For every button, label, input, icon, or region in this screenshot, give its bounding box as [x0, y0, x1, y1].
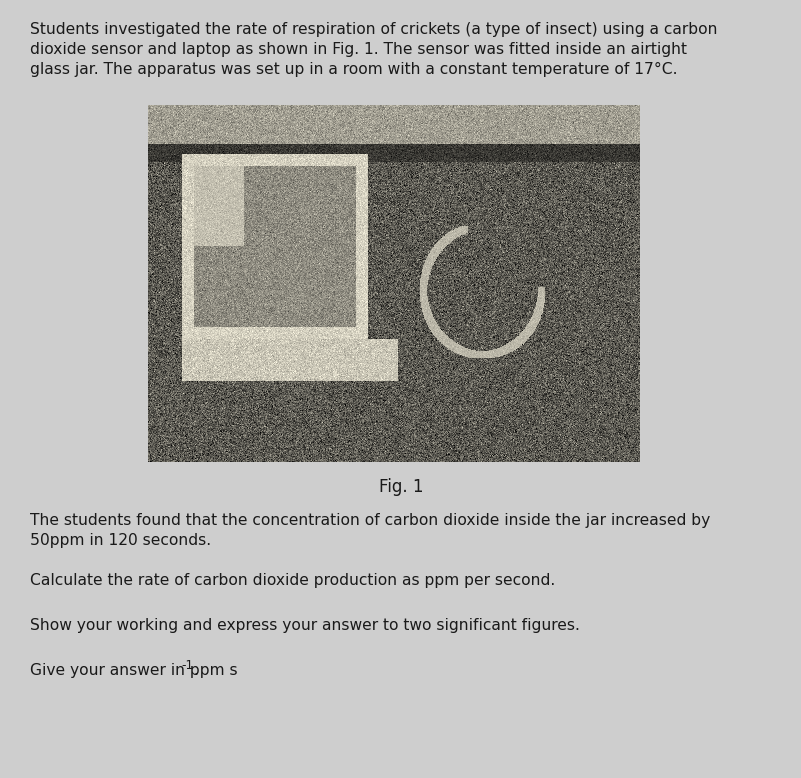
Text: 50ppm in 120 seconds.: 50ppm in 120 seconds. [30, 533, 211, 548]
Text: -1: -1 [181, 659, 194, 672]
Text: Give your answer in ppm s: Give your answer in ppm s [30, 663, 238, 678]
Text: .: . [193, 663, 198, 678]
Text: Students investigated the rate of respiration of crickets (a type of insect) usi: Students investigated the rate of respir… [30, 22, 718, 37]
Text: Show your working and express your answer to two significant figures.: Show your working and express your answe… [30, 618, 580, 633]
Text: The students found that the concentration of carbon dioxide inside the jar incre: The students found that the concentratio… [30, 513, 710, 528]
Text: Fig. 1: Fig. 1 [379, 478, 423, 496]
Text: glass jar. The apparatus was set up in a room with a constant temperature of 17°: glass jar. The apparatus was set up in a… [30, 62, 678, 77]
Text: Calculate the rate of carbon dioxide production as ppm per second.: Calculate the rate of carbon dioxide pro… [30, 573, 555, 588]
Text: dioxide sensor and laptop as shown in Fig. 1. The sensor was fitted inside an ai: dioxide sensor and laptop as shown in Fi… [30, 42, 687, 57]
